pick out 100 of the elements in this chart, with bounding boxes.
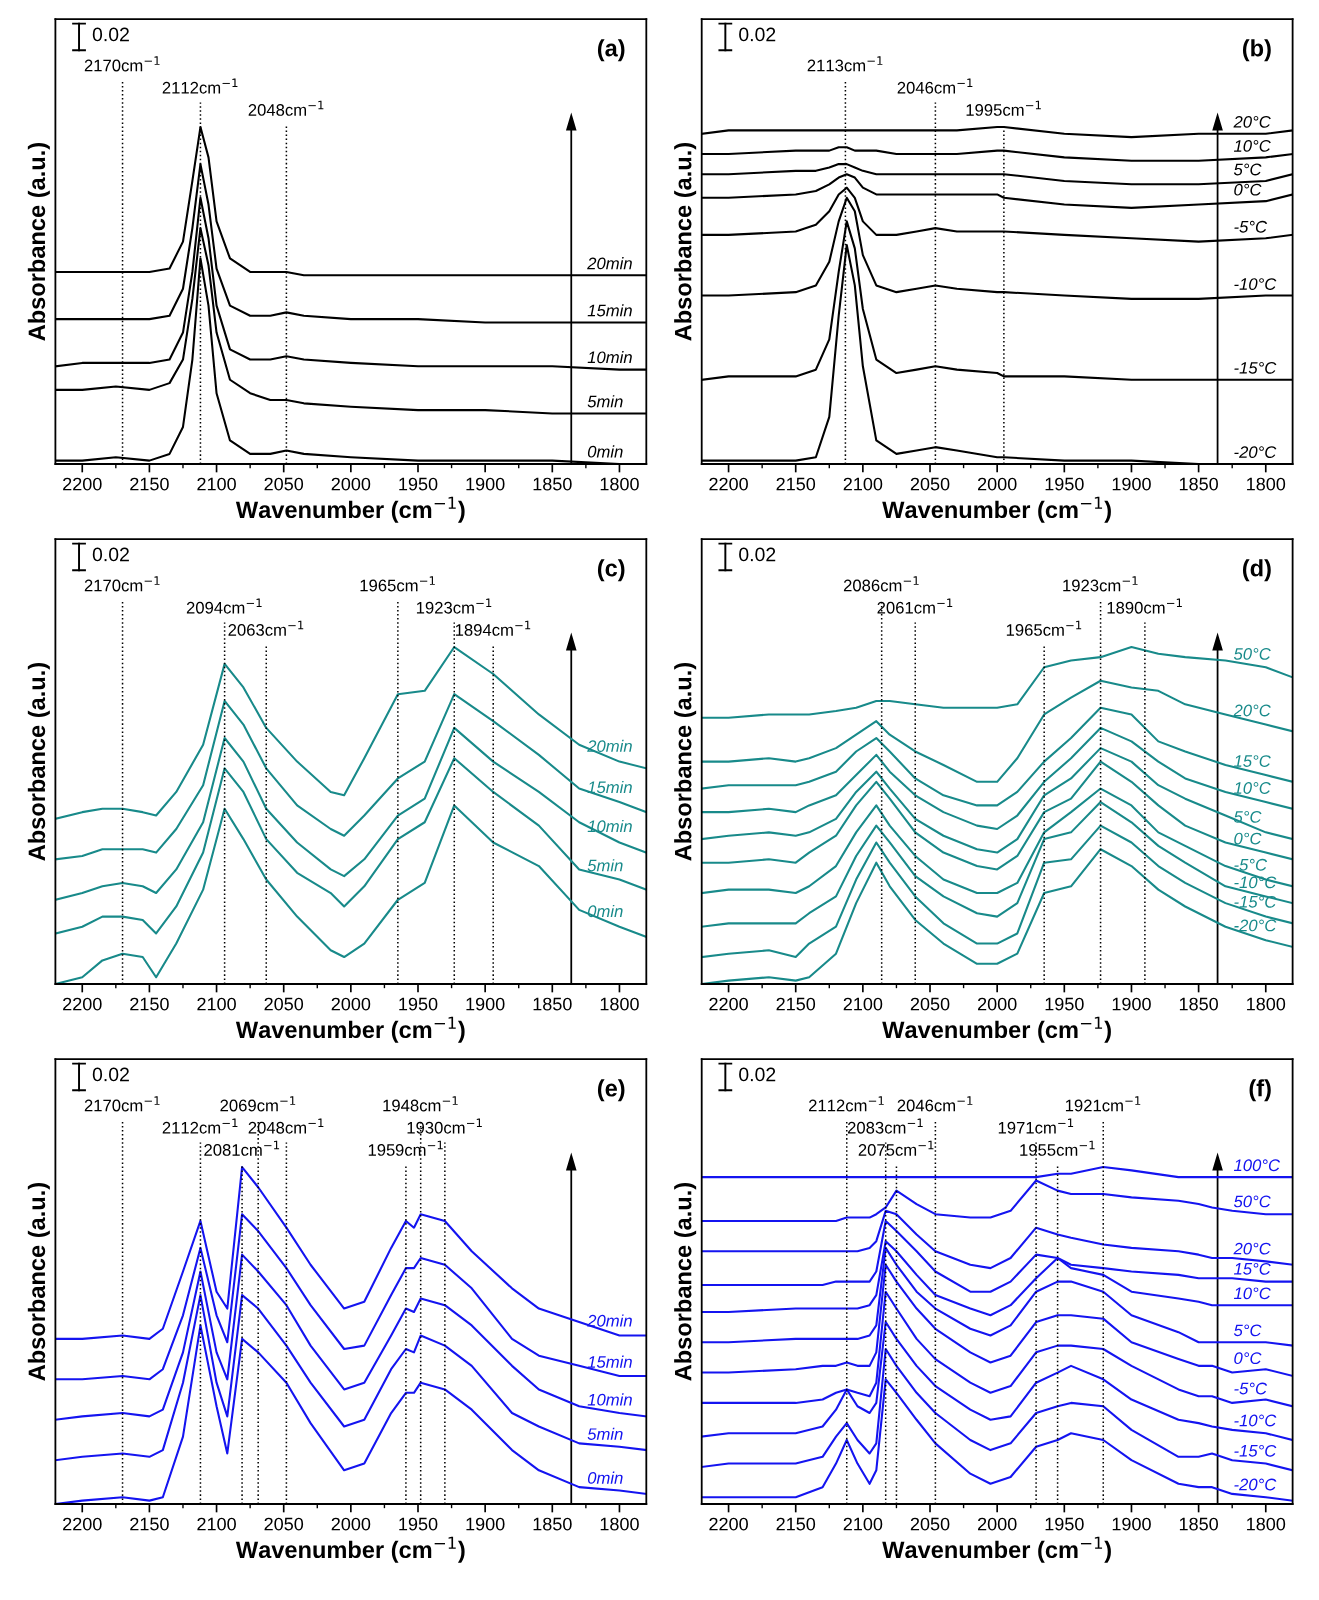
text: (a) <box>597 39 625 62</box>
x-tick-label: 2050 <box>910 1517 950 1531</box>
x-tick-label: 1800 <box>1247 477 1286 491</box>
x-tick-label: 2100 <box>197 1517 236 1531</box>
series-label: 15°C <box>1233 755 1271 767</box>
text: 0.02 <box>739 547 776 562</box>
x-tick-label: 1850 <box>533 477 572 491</box>
ref-line-label: 2112cm$^{−1}$ <box>162 1118 238 1134</box>
series-label: 5°C <box>1233 163 1262 176</box>
x-tick-label: 1800 <box>1247 997 1286 1011</box>
ref-line-label: 1923cm$^{−1}$ <box>416 598 492 614</box>
x-tick-label: 2150 <box>776 477 816 491</box>
x-tick-label: 2200 <box>63 997 102 1011</box>
ref-line-label: 2112cm$^{−1}$ <box>162 78 238 94</box>
series-label: 0°C <box>1234 1352 1262 1365</box>
ref-line-label: 2046cm$^{−1}$ <box>897 1096 973 1112</box>
x-tick-label: 2000 <box>977 477 1017 491</box>
x-axis-title: Wavenumber (cm$^{−1}$) <box>882 1536 1111 1563</box>
series-label: 15°C <box>1233 1262 1271 1275</box>
y-axis-title: Absorbance (a.u.) <box>27 1183 50 1381</box>
series-label: -20°C <box>1234 446 1277 459</box>
x-tick-label: 2150 <box>130 997 169 1011</box>
x-tick-label: 2100 <box>843 1517 883 1531</box>
series-label: 5°C <box>1233 1324 1262 1337</box>
x-tick-label: 2150 <box>776 1517 816 1531</box>
ref-line-label: 1894cm$^{−1}$ <box>455 620 531 636</box>
x-tick-label: 2000 <box>331 477 371 491</box>
ref-line-label: 1948cm$^{−1}$ <box>383 1096 458 1112</box>
x-tick-label: 2000 <box>331 997 371 1011</box>
ref-line-label: 1921cm$^{−1}$ <box>1065 1096 1141 1112</box>
x-tick-label: 2100 <box>843 477 883 491</box>
ref-line-label: 2048cm$^{−1}$ <box>248 100 324 116</box>
ref-line-label: 1930cm$^{−1}$ <box>407 1118 482 1134</box>
x-axis-title: Wavenumber (cm$^{−1}$) <box>882 1016 1111 1043</box>
x-tick-label: 1900 <box>466 1517 505 1531</box>
x-tick-label: 1800 <box>600 1517 639 1531</box>
x-tick-label: 2050 <box>910 997 950 1011</box>
ref-line-label: 2170cm$^{−1}$ <box>84 1096 160 1112</box>
x-tick-label: 2100 <box>197 997 236 1011</box>
x-tick-label: 1850 <box>1179 997 1218 1011</box>
ref-line-label: 1955cm$^{−1}$ <box>1020 1140 1095 1156</box>
series-label: 100°C <box>1233 1159 1281 1172</box>
x-tick-label: 1900 <box>466 477 505 491</box>
series-label: 20°C <box>1233 704 1271 717</box>
x-tick-label: 2150 <box>130 477 169 491</box>
x-tick-label: 1950 <box>399 997 438 1011</box>
text: (d) <box>1242 559 1271 582</box>
ref-line-label: 2063cm$^{−1}$ <box>228 620 304 636</box>
y-axis-title: Absorbance (a.u.) <box>674 1183 697 1381</box>
series-label: -20°C <box>1234 919 1277 932</box>
series-label: 50°C <box>1233 648 1271 660</box>
series-label: 10min <box>587 1393 632 1406</box>
series-label: -20°C <box>1234 1478 1277 1491</box>
x-tick-label: 2200 <box>709 477 748 491</box>
series-label: 5min <box>587 1427 623 1441</box>
x-tick-label: 2200 <box>709 997 748 1011</box>
series-label: -5°C <box>1234 858 1268 871</box>
series-label: -15°C <box>1234 1444 1277 1457</box>
ref-line-label: 2075cm$^{−1}$ <box>858 1140 934 1156</box>
series-label: 0°C <box>1234 832 1262 845</box>
text: (b) <box>1242 39 1271 62</box>
ref-line-label: 2094cm$^{−1}$ <box>186 598 262 614</box>
x-axis-title: Wavenumber (cm$^{−1}$) <box>235 1016 465 1043</box>
series-label: 20min <box>587 1314 632 1327</box>
ref-line-label: 1890cm$^{−1}$ <box>1107 598 1182 614</box>
x-tick-label: 1850 <box>1179 477 1218 491</box>
x-tick-label: 1900 <box>1112 477 1151 491</box>
x-tick-label: 1900 <box>466 997 505 1011</box>
series-label: 15min <box>587 304 632 317</box>
y-axis-title: Absorbance (a.u.) <box>27 143 50 341</box>
x-axis-title: Wavenumber (cm$^{−1}$) <box>882 496 1111 523</box>
x-tick-label: 2050 <box>910 477 950 491</box>
ref-line-label: 2170cm$^{−1}$ <box>84 576 160 592</box>
x-tick-label: 1800 <box>600 997 639 1011</box>
y-axis-title: Absorbance (a.u.) <box>27 663 50 861</box>
x-tick-label: 2100 <box>843 997 883 1011</box>
ref-line-label: 1965cm$^{−1}$ <box>360 576 435 592</box>
x-axis-title: Wavenumber (cm$^{−1}$) <box>235 496 465 523</box>
ref-line-label: 2061cm$^{−1}$ <box>877 598 953 614</box>
x-tick-label: 2200 <box>63 1517 102 1531</box>
x-tick-label: 1850 <box>1179 1517 1218 1531</box>
ref-line-label: 1971cm$^{−1}$ <box>998 1118 1074 1134</box>
series-label: 10°C <box>1233 782 1271 794</box>
x-tick-label: 2100 <box>197 477 236 491</box>
series-label: 10min <box>587 819 632 833</box>
series-label: 20°C <box>1233 115 1271 128</box>
x-tick-label: 1850 <box>533 997 572 1011</box>
series-label: 5min <box>587 395 623 408</box>
ref-line-label: 1965cm$^{−1}$ <box>1006 620 1082 636</box>
series-label: -15°C <box>1234 895 1277 908</box>
series-label: 15min <box>587 1355 632 1368</box>
series-label: -10°C <box>1234 876 1277 889</box>
text: (e) <box>597 1079 625 1102</box>
ref-line-label: 2048cm$^{−1}$ <box>248 1118 324 1134</box>
text: 0.02 <box>92 1067 129 1082</box>
series-label: 20min <box>587 257 632 270</box>
text: (f) <box>1249 1079 1271 1102</box>
text: 0.02 <box>739 27 776 42</box>
text: 0.02 <box>739 1067 776 1082</box>
ref-line-label: 2170cm$^{−1}$ <box>84 56 160 72</box>
